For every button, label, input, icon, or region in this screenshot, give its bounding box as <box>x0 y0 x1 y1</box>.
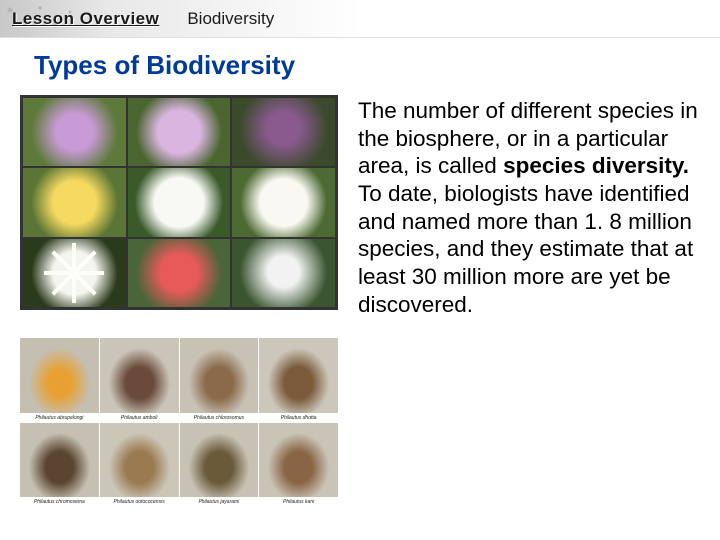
flower-cell <box>232 168 335 236</box>
frog-cell <box>180 423 259 498</box>
lesson-overview-label: Lesson Overview <box>12 9 159 29</box>
body-text-2: To date, biologists have identified and … <box>358 181 693 317</box>
page-title: Types of Biodiversity <box>34 50 720 81</box>
frog-caption: Philautus abrupelongi <box>20 414 99 422</box>
flower-cell <box>232 98 335 166</box>
frog-caption: Philautus chromosema <box>20 498 99 506</box>
flower-cell <box>23 239 126 307</box>
flower-cell <box>232 239 335 307</box>
body-paragraph: The number of different species in the b… <box>358 95 706 506</box>
frog-caption: Philautus chlorosomus <box>180 414 259 422</box>
frog-image-grid: Philautus abrupelongi Philautus amboli P… <box>20 338 338 506</box>
frog-cell <box>20 338 99 413</box>
frog-caption: Philautus ootococensis <box>100 498 179 506</box>
frog-caption: Philautus dhotta <box>259 414 338 422</box>
flower-cell <box>128 98 231 166</box>
flower-cell <box>128 168 231 236</box>
frog-caption: Philautus amboli <box>100 414 179 422</box>
key-term: species diversity. <box>503 153 689 178</box>
frog-cell <box>20 423 99 498</box>
flower-cell <box>128 239 231 307</box>
content-row: Philautus abrupelongi Philautus amboli P… <box>0 95 720 506</box>
frog-cell <box>100 338 179 413</box>
frog-cell <box>100 423 179 498</box>
flower-image-grid <box>20 95 338 310</box>
frog-cell <box>180 338 259 413</box>
slide-header: Lesson Overview Biodiversity <box>0 0 720 38</box>
frog-caption: Philautus jayarami <box>180 498 259 506</box>
frog-caption: Philautus kani <box>259 498 338 506</box>
flower-cell <box>23 98 126 166</box>
header-subtitle: Biodiversity <box>187 9 274 29</box>
frog-cell <box>259 338 338 413</box>
frog-cell <box>259 423 338 498</box>
image-column: Philautus abrupelongi Philautus amboli P… <box>20 95 340 506</box>
flower-cell <box>23 168 126 236</box>
